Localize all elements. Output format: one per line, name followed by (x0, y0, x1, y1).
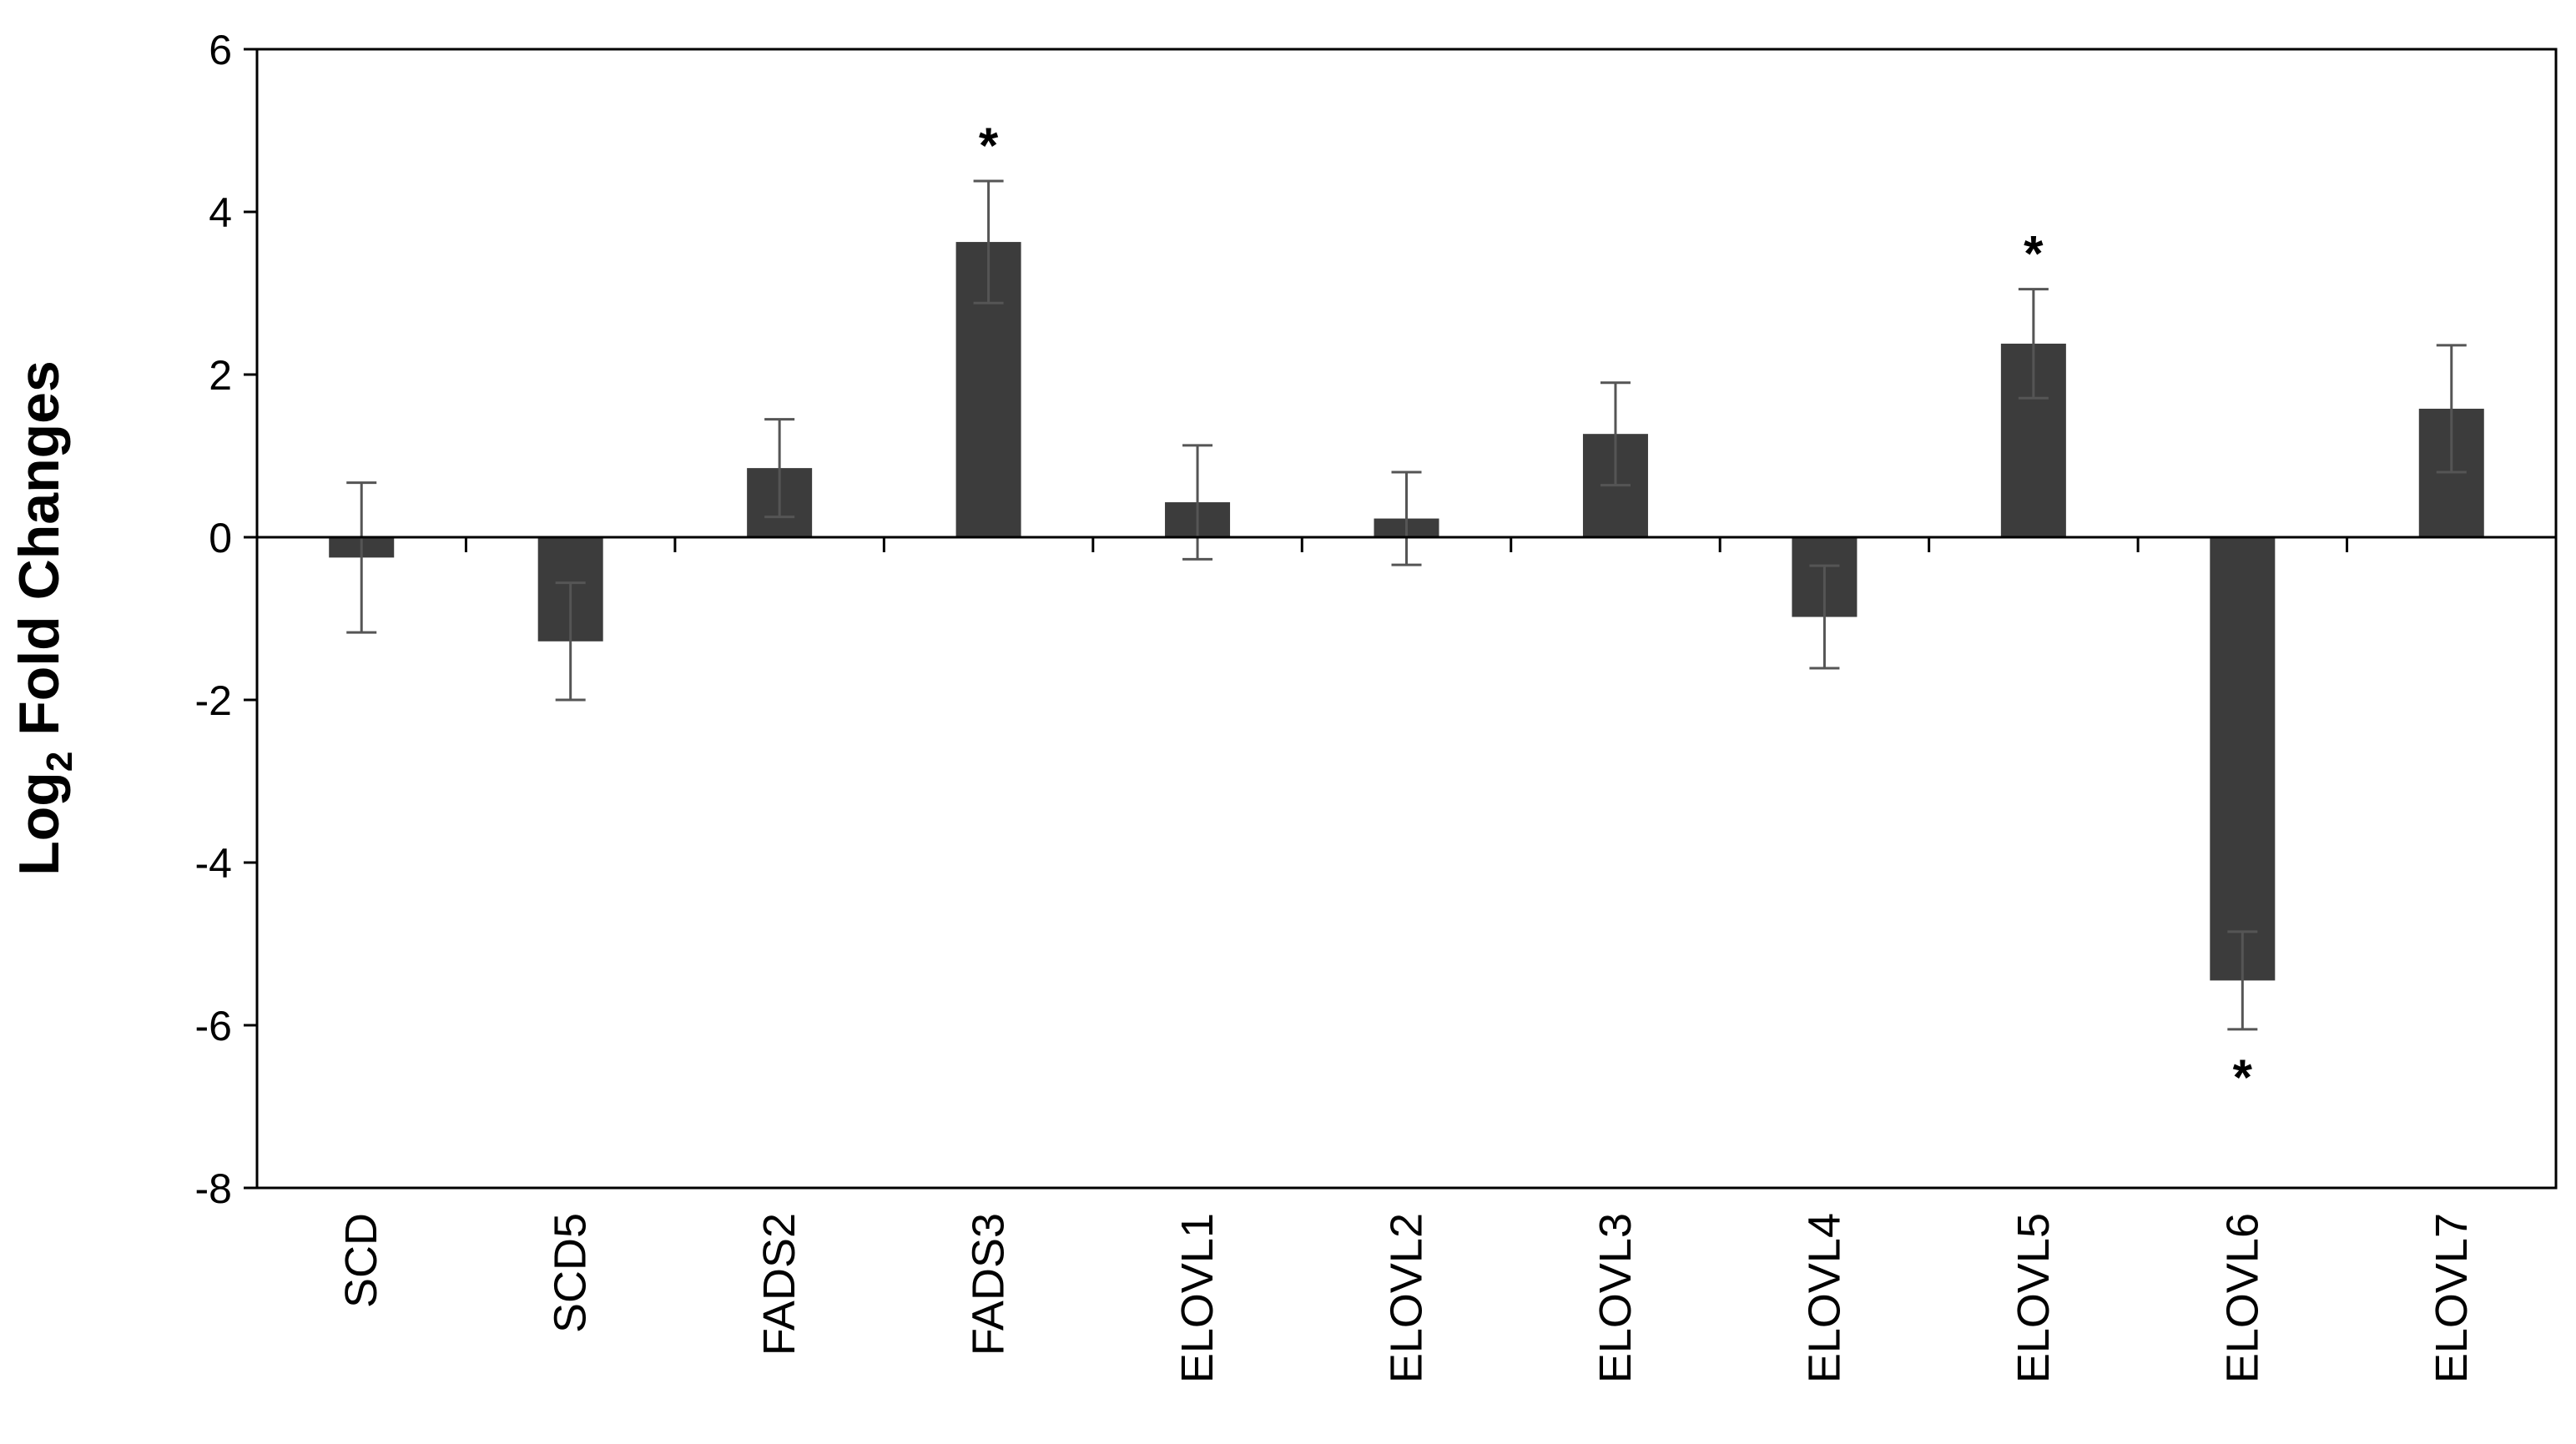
y-tick-label: -2 (195, 677, 232, 724)
category-labels-group: SCD SCD5 FADS2 FADS3 ELOVL1 ELOVL2 ELOVL3 ELOVL… (336, 1213, 2477, 1383)
y-tick-label: -4 (195, 840, 232, 887)
y-tick-label: 2 (209, 352, 232, 399)
significance-marks-group: * * * (979, 118, 2253, 1105)
y-axis-title-subscript: 2 (39, 752, 80, 772)
category-label-fads2: FADS2 (754, 1213, 804, 1356)
category-label-scd: SCD (336, 1213, 386, 1308)
category-label-scd5: SCD5 (546, 1213, 596, 1333)
category-label-elovl1: ELOVL1 (1172, 1213, 1222, 1383)
y-ticks-group: 6 4 2 0 -2 -4 -6 -8 (195, 27, 257, 1212)
category-label-elovl3: ELOVL3 (1590, 1213, 1641, 1383)
significance-mark: * (979, 118, 999, 174)
y-tick-label: 4 (209, 189, 232, 236)
y-tick-label: 0 (209, 515, 232, 561)
category-label-elovl4: ELOVL4 (1799, 1213, 1849, 1383)
y-tick-label: -8 (195, 1165, 232, 1212)
category-label-fads3: FADS3 (964, 1213, 1014, 1356)
plot-area (255, 48, 2558, 1190)
y-axis-title-base: Log (8, 772, 71, 876)
bars-group (329, 242, 2484, 981)
x-ticks-group (464, 537, 2349, 552)
error-bars-group (346, 179, 2467, 1031)
y-axis-title: Log2 Fold Changes (8, 360, 80, 876)
category-label-elovl2: ELOVL2 (1382, 1213, 1432, 1383)
y-tick-label: 6 (209, 27, 232, 73)
category-label-elovl6: ELOVL6 (2217, 1213, 2267, 1383)
significance-mark: * (2024, 226, 2044, 282)
y-tick-label: -6 (195, 1003, 232, 1049)
category-label-elovl5: ELOVL5 (2009, 1213, 2059, 1383)
bar-elovl6 (2210, 537, 2276, 981)
y-axis-title-rest: Fold Changes (8, 360, 71, 751)
category-label-elovl7: ELOVL7 (2427, 1213, 2477, 1383)
significance-mark: * (2233, 1049, 2253, 1105)
